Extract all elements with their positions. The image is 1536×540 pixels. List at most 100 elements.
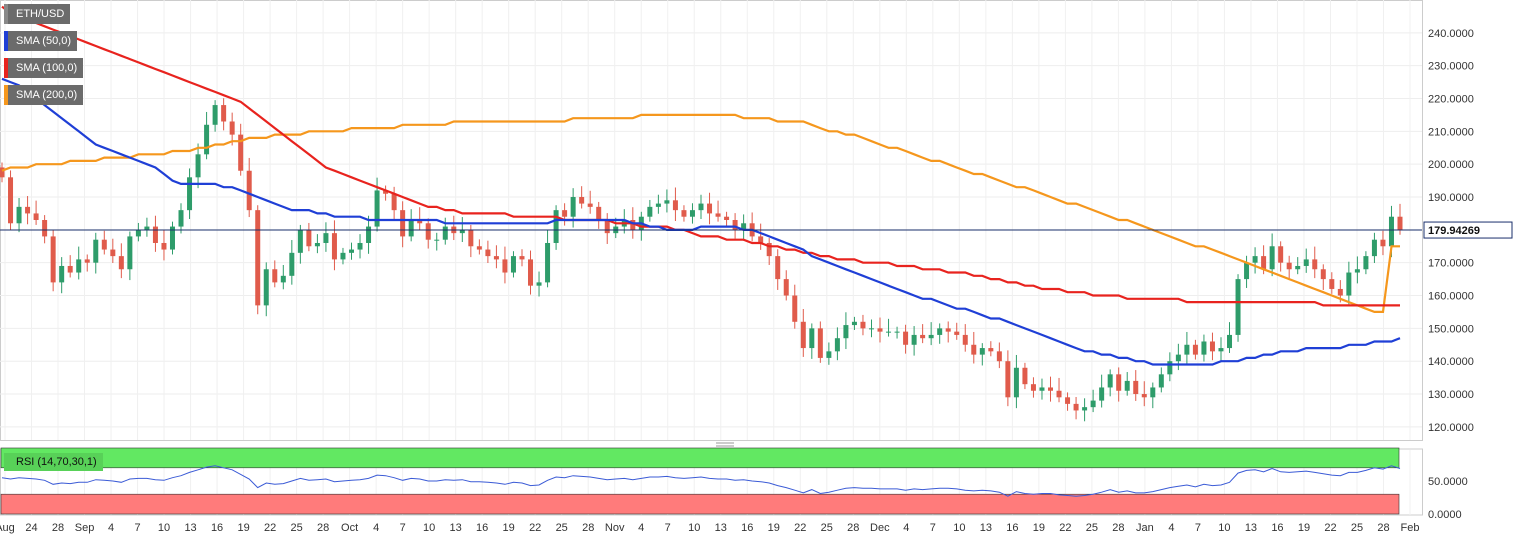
x-tick-label: 19 (503, 522, 515, 534)
candle-body (1116, 374, 1122, 391)
x-tick-label: 25 (1086, 522, 1098, 534)
candle-body (314, 242, 320, 247)
candle-body (587, 203, 593, 207)
candle-body (570, 197, 576, 217)
candle-body (877, 328, 883, 332)
legend-item: ETH/USD (4, 4, 71, 24)
x-tick-label: 19 (1298, 522, 1310, 534)
candle-body (1244, 262, 1250, 280)
candle-body (59, 265, 65, 283)
candle-body (1048, 387, 1053, 391)
candle-body (246, 170, 252, 211)
candle-body (349, 249, 354, 253)
candle-body (1380, 239, 1386, 247)
x-tick-label: 4 (638, 522, 644, 534)
candle-body (1354, 269, 1360, 273)
candle-body (255, 210, 261, 306)
candle-body (920, 334, 926, 339)
candle-body (1141, 394, 1147, 398)
y-tick-label: 240.0000 (1428, 28, 1474, 40)
candle-body (707, 203, 713, 214)
x-tick-label: 25 (556, 522, 568, 534)
candle-body (221, 105, 227, 122)
candle-body (135, 229, 141, 237)
x-tick-label: 10 (423, 522, 435, 534)
candle-body (366, 226, 372, 243)
x-tick-label: 13 (1245, 522, 1257, 534)
x-tick-label: 13 (184, 522, 196, 534)
rsi-tick-label: 0.0000 (1428, 509, 1462, 521)
x-tick-label: 22 (1059, 522, 1071, 534)
candle-body (689, 210, 695, 217)
x-tick-label: Aug (0, 522, 15, 534)
candle-body (391, 193, 397, 211)
current-price-tag-box (1423, 221, 1513, 239)
candle-body (374, 190, 380, 227)
candle-body (1150, 387, 1156, 398)
x-tick-label: 4 (373, 522, 379, 534)
candle-body (323, 233, 329, 243)
candle-body (1312, 259, 1318, 270)
x-tick-label: Nov (605, 522, 625, 534)
candle-body (1235, 279, 1241, 335)
candle-body (42, 220, 48, 237)
candle-body (1158, 374, 1164, 388)
candle-body (169, 226, 175, 250)
legend-item: SMA (50,0) (4, 31, 78, 51)
x-tick-label: 28 (52, 522, 64, 534)
candle-body (93, 239, 99, 263)
candle-body (954, 331, 960, 335)
x-tick-label: 28 (582, 522, 594, 534)
x-tick-label: 13 (450, 522, 462, 534)
candle-body (263, 269, 269, 306)
candle-body (817, 328, 823, 358)
candle-body (715, 213, 721, 217)
candle-body (476, 246, 482, 250)
candle-body (1363, 256, 1369, 270)
candle-body (280, 275, 286, 283)
candle-body (894, 331, 900, 333)
x-tick-label: 28 (1377, 522, 1389, 534)
legend-label: SMA (200,0) (16, 89, 78, 101)
candle-body (886, 331, 892, 333)
candle-body (1252, 256, 1258, 263)
candle-body (204, 124, 210, 155)
candle-body (528, 259, 534, 286)
candle-body (178, 210, 184, 227)
candle-body (1371, 239, 1377, 257)
candle-body (1184, 344, 1190, 355)
x-tick-label: 13 (980, 522, 992, 534)
candle-body (1005, 361, 1011, 398)
candle-body (579, 197, 585, 204)
candle-body (1303, 259, 1309, 266)
candle-body (110, 249, 116, 257)
candle-body (604, 220, 610, 234)
candle-body (8, 177, 14, 224)
x-tick-label: 13 (715, 522, 727, 534)
candle-body (851, 321, 857, 326)
x-tick-label: 7 (665, 522, 671, 534)
x-tick-label: 22 (794, 522, 806, 534)
x-tick-label: Feb (1401, 522, 1420, 534)
candle-body (903, 331, 909, 345)
x-tick-label: Oct (341, 522, 358, 534)
candle-body (33, 213, 39, 220)
x-tick-label: 7 (400, 522, 406, 534)
candle-body (1099, 387, 1105, 401)
x-tick-label: 4 (1168, 522, 1174, 534)
candle-body (16, 206, 22, 224)
candle-body (187, 177, 193, 211)
candle-body (76, 259, 82, 273)
candle-body (84, 259, 90, 263)
candle-body (1124, 380, 1130, 391)
candle-body (860, 321, 866, 329)
x-tick-label: 25 (290, 522, 302, 534)
x-tick-label: 28 (847, 522, 859, 534)
candle-body (1388, 216, 1394, 247)
x-tick-label: 19 (768, 522, 780, 534)
candle-body (809, 328, 815, 349)
candle-body (647, 206, 653, 217)
candle-body (775, 256, 781, 280)
candle-body (545, 242, 551, 283)
candle-body (357, 242, 363, 250)
